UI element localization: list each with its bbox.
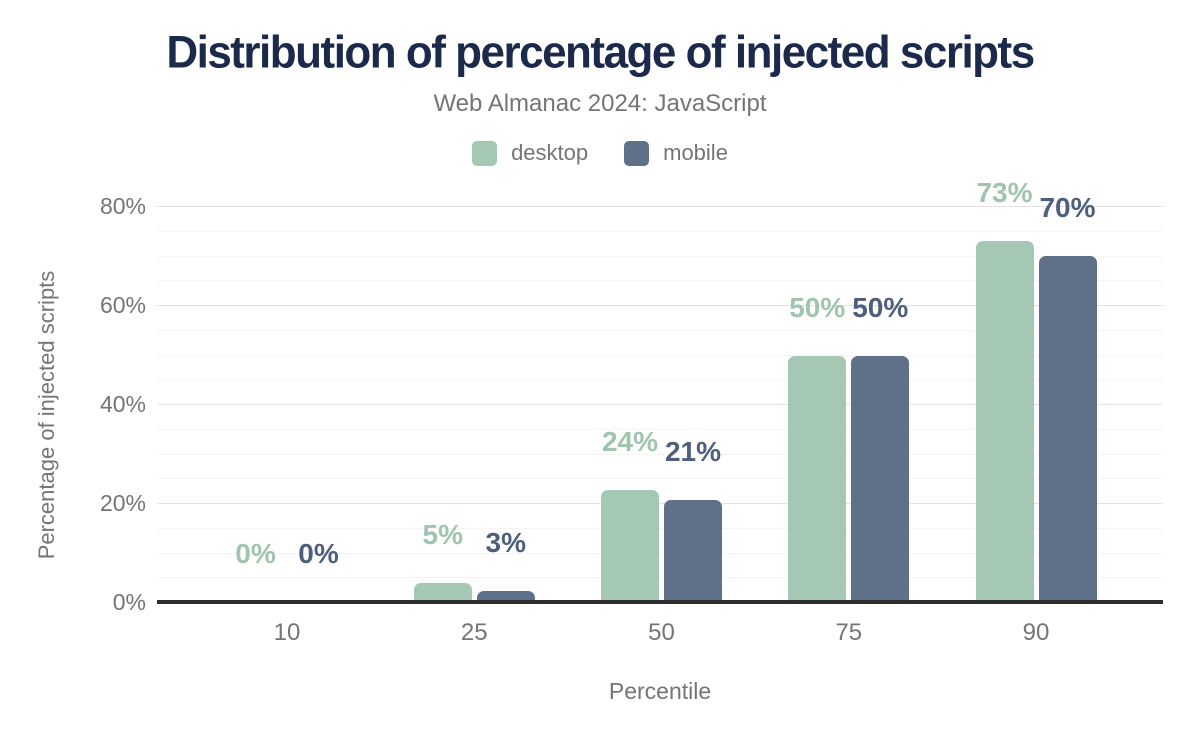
minor-gridline <box>157 354 1163 356</box>
bar-desktop-25[interactable] <box>413 583 472 602</box>
bar-mobile-90[interactable] <box>1038 255 1097 602</box>
legend: desktop mobile <box>0 140 1200 166</box>
legend-item-label: desktop <box>511 140 589 165</box>
legend-item-label: mobile <box>663 140 728 165</box>
bar-mobile-25[interactable] <box>476 591 535 602</box>
y-axis-title: Percentage of injected scripts <box>34 270 59 560</box>
minor-gridline <box>157 453 1163 455</box>
bar-desktop-90[interactable] <box>975 240 1034 602</box>
minor-gridline <box>157 379 1163 381</box>
bar-mobile-50[interactable] <box>664 500 722 602</box>
bar-desktop-50[interactable] <box>601 490 659 602</box>
major-gridline <box>157 305 1163 306</box>
major-gridline <box>157 503 1163 504</box>
bar-label-mobile-90: 70% <box>1039 191 1096 223</box>
chart-title: Distribution of percentage of injected s… <box>166 27 1035 78</box>
bar-label-mobile-10: 0% <box>298 538 339 569</box>
minor-gridline <box>157 428 1163 430</box>
bar-label-desktop-75: 50% <box>789 292 846 324</box>
y-axis-tick-label: 80% <box>99 193 146 219</box>
y-axis-tick-label: 0% <box>112 589 146 615</box>
minor-gridline <box>157 527 1163 529</box>
minor-gridline <box>157 577 1163 579</box>
bar-label-desktop-90: 73% <box>976 176 1033 208</box>
bar-label-desktop-10: 0% <box>235 538 276 569</box>
minor-gridline <box>157 329 1163 331</box>
legend-swatch-desktop <box>472 140 498 166</box>
minor-gridline <box>157 230 1163 232</box>
bar-label-desktop-25: 5% <box>422 519 463 551</box>
legend-item-desktop[interactable]: desktop <box>472 140 588 166</box>
minor-gridline <box>157 552 1163 554</box>
bar-label-mobile-75: 50% <box>852 292 909 324</box>
minor-gridline <box>157 280 1163 282</box>
legend-item-mobile[interactable]: mobile <box>624 140 728 166</box>
chart-subtitle: Web Almanac 2024: JavaScript <box>433 90 767 117</box>
x-axis-tick-label: 10 <box>273 619 301 646</box>
bar-label-mobile-25: 3% <box>485 527 526 559</box>
x-axis-line <box>157 600 1163 604</box>
legend-swatch-mobile <box>624 140 650 166</box>
minor-gridline <box>157 478 1163 480</box>
x-axis-title: Percentile <box>608 678 712 704</box>
bar-desktop-75[interactable] <box>788 356 847 602</box>
major-gridline <box>157 206 1163 207</box>
x-axis-tick-label: 25 <box>460 619 488 646</box>
major-gridline <box>157 404 1163 405</box>
bar-label-desktop-50: 24% <box>601 426 659 458</box>
x-axis-tick-label: 90 <box>1022 619 1050 646</box>
minor-gridline <box>157 255 1163 257</box>
y-axis-tick-label: 20% <box>99 490 146 516</box>
bar-mobile-75[interactable] <box>851 356 910 602</box>
bar-label-mobile-50: 21% <box>664 436 722 468</box>
x-axis-tick-label: 50 <box>648 619 675 646</box>
x-axis-tick-label: 75 <box>835 619 863 646</box>
y-axis-tick-label: 40% <box>99 391 146 417</box>
y-axis-tick-label: 60% <box>99 292 146 318</box>
